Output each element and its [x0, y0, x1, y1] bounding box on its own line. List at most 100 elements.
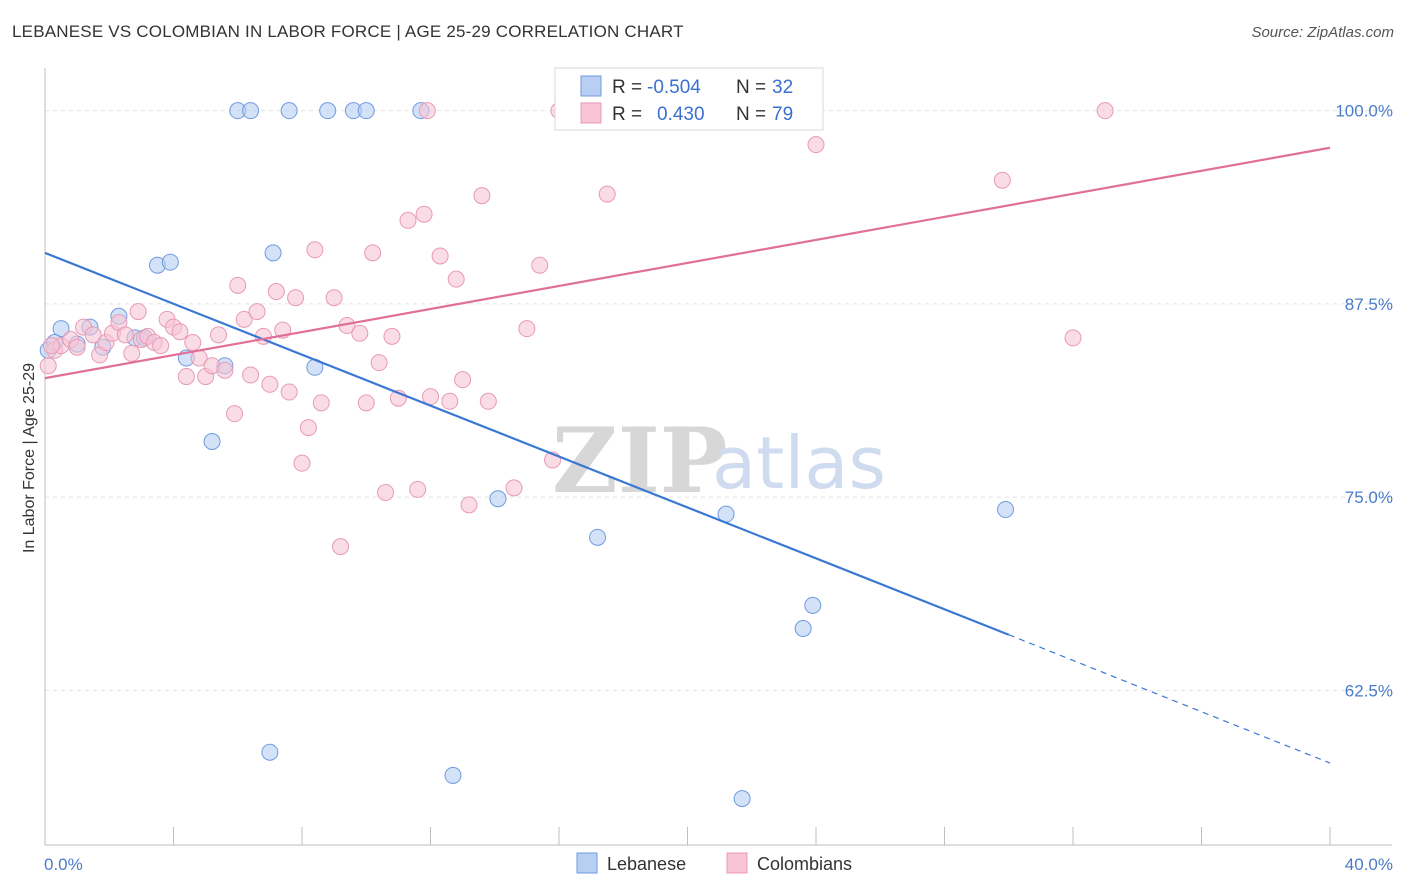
lebanese-point-21: [357, 102, 375, 120]
y-tick-labels: 100.0% 87.5% 75.0% 62.5%: [1335, 102, 1393, 701]
watermark-zip: ZIP: [552, 408, 727, 514]
lebanese-point-15: [261, 743, 279, 761]
lebanese-point-19: [319, 102, 337, 120]
colombian-point-4: [68, 338, 86, 356]
lebanese-trend-extension: [1008, 634, 1331, 764]
colombian-point-70: [598, 185, 616, 203]
legend: R = -0.504 N = 32 R = 0.430 N = 79: [554, 67, 824, 131]
colombian-point-73: [807, 136, 825, 154]
colombian-point-0: [39, 357, 57, 375]
colombian-trend-line: [44, 146, 1331, 380]
colombian-point-30: [235, 310, 253, 328]
y-axis-label: In Labor Force | Age 25-29: [21, 363, 38, 553]
y-tick-label-1: 87.5%: [1345, 295, 1393, 314]
legend-r-value-colombian: 0.430: [657, 104, 705, 125]
lebanese-point-27: [733, 790, 751, 808]
x-tick-label-1: 40.0%: [1345, 855, 1393, 874]
lebanese-trend-line: [44, 251, 1010, 636]
lebanese-point-24: [489, 490, 507, 508]
legend-n-label-colombian: N =: [736, 104, 766, 125]
chart-title: LEBANESE VS COLOMBIAN IN LABOR FORCE | A…: [12, 22, 684, 41]
legend-swatch-colombian: [580, 102, 602, 124]
colombian-point-32: [248, 303, 266, 321]
grid-lines: [45, 110, 1392, 691]
colombian-point-31: [242, 366, 260, 384]
lebanese-point-14: [242, 102, 260, 120]
colombian-point-20: [171, 323, 189, 341]
legend-r-value-lebanese: -0.504: [647, 77, 701, 98]
colombian-point-50: [377, 484, 395, 502]
lebanese-point-23: [444, 766, 462, 784]
colombian-point-78: [42, 337, 60, 355]
colombian-point-49: [370, 354, 388, 372]
legend-r-label-colombian: R =: [612, 104, 642, 125]
colombian-point-26: [209, 326, 227, 344]
colombian-point-35: [267, 283, 285, 301]
colombian-point-56: [418, 102, 436, 120]
colombian-point-34: [261, 375, 279, 393]
colombian-point-75: [1064, 329, 1082, 347]
watermark-atlas: atlas: [712, 421, 886, 505]
y-tick-label-3: 62.5%: [1345, 681, 1393, 700]
colombian-point-67: [531, 256, 549, 274]
colombian-point-62: [460, 496, 478, 514]
legend-n-value-lebanese: 32: [772, 77, 793, 98]
colombian-point-11: [116, 326, 134, 344]
colombian-point-44: [332, 538, 350, 556]
colombian-point-66: [518, 320, 536, 338]
colombian-point-46: [351, 324, 369, 342]
colombian-point-29: [229, 276, 247, 294]
colombian-point-13: [129, 303, 147, 321]
colombian-point-43: [325, 289, 343, 307]
colombian-point-65: [505, 479, 523, 497]
colombian-point-6: [84, 326, 102, 344]
legend-swatch-lebanese: [580, 75, 602, 97]
legend-r-label-lebanese: R =: [612, 77, 642, 98]
x-tick-labels: 0.0% 40.0%: [44, 855, 1393, 874]
lebanese-point-1: [52, 320, 70, 338]
colombian-point-22: [184, 334, 202, 352]
bottom-legend-swatch-colombian: [726, 852, 748, 874]
x-tick-label-0: 0.0%: [44, 855, 83, 874]
colombian-point-64: [479, 392, 497, 410]
source-label: Source: ZipAtlas.com: [1251, 24, 1394, 41]
colombian-point-37: [280, 383, 298, 401]
lebanese-point-17: [280, 102, 298, 120]
colombian-point-28: [226, 405, 244, 423]
colombian-point-38: [287, 289, 305, 307]
colombian-point-42: [312, 394, 330, 412]
colombian-point-59: [441, 392, 459, 410]
colombian-point-53: [399, 211, 417, 229]
colombian-point-76: [1096, 102, 1114, 120]
colombian-point-60: [447, 270, 465, 288]
colombian-point-12: [123, 344, 141, 362]
lebanese-point-9: [161, 253, 179, 271]
legend-n-label-lebanese: N =: [736, 77, 766, 98]
colombian-point-61: [454, 371, 472, 389]
bottom-legend: Lebanese Colombians: [576, 852, 852, 874]
lebanese-point-11: [203, 432, 221, 450]
colombian-point-47: [357, 394, 375, 412]
legend-n-value-colombian: 79: [772, 104, 793, 125]
colombian-point-39: [293, 454, 311, 472]
bottom-legend-swatch-lebanese: [576, 852, 598, 874]
colombian-point-41: [306, 241, 324, 259]
colombian-point-40: [299, 419, 317, 437]
colombian-point-17: [152, 337, 170, 355]
watermark: ZIP atlas: [552, 408, 886, 514]
colombian-point-63: [473, 187, 491, 205]
colombian-point-27: [216, 361, 234, 379]
lebanese-point-30: [997, 501, 1015, 519]
lebanese-point-16: [264, 244, 282, 262]
colombian-point-58: [431, 247, 449, 265]
bottom-legend-colombian: Colombians: [757, 854, 852, 874]
lebanese-point-28: [794, 620, 812, 638]
trend-lines: [44, 146, 1331, 764]
colombian-point-48: [364, 244, 382, 262]
y-tick-label-0: 100.0%: [1335, 102, 1393, 121]
bottom-legend-lebanese: Lebanese: [607, 854, 686, 874]
colombian-point-21: [177, 368, 195, 386]
lebanese-point-29: [804, 596, 822, 614]
colombian-point-55: [415, 205, 433, 223]
